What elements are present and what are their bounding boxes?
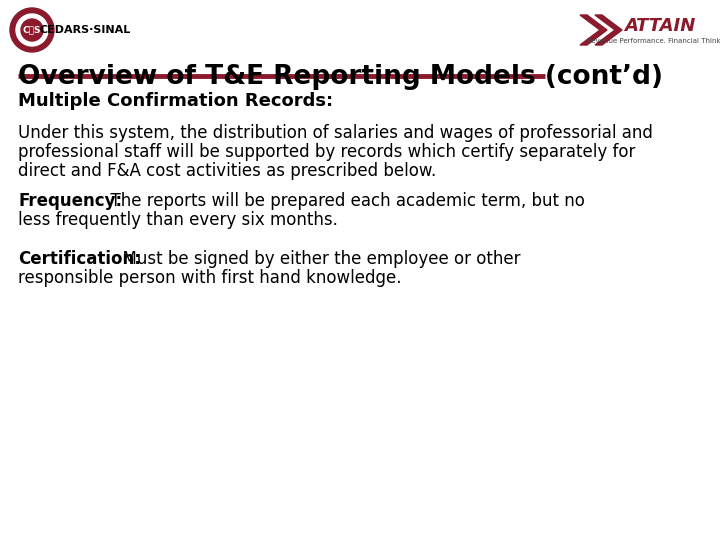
Circle shape — [21, 19, 43, 41]
Text: Revenue Performance. Financial Thinking.: Revenue Performance. Financial Thinking. — [587, 38, 720, 44]
Text: Must be signed by either the employee or other: Must be signed by either the employee or… — [112, 250, 521, 268]
Text: CEDARS·SINAL: CEDARS·SINAL — [40, 25, 130, 35]
Text: professional staff will be supported by records which certify separately for: professional staff will be supported by … — [18, 143, 635, 161]
Circle shape — [16, 14, 48, 46]
Polygon shape — [580, 15, 607, 45]
Text: less frequently than every six months.: less frequently than every six months. — [18, 211, 338, 229]
Polygon shape — [595, 15, 622, 45]
Text: ATTAIN: ATTAIN — [624, 17, 696, 35]
Text: direct and F&A cost activities as prescribed below.: direct and F&A cost activities as prescr… — [18, 162, 436, 180]
Circle shape — [10, 8, 54, 52]
Text: Overview of T&E Reporting Models (cont’d): Overview of T&E Reporting Models (cont’d… — [18, 64, 663, 90]
Text: Under this system, the distribution of salaries and wages of professorial and: Under this system, the distribution of s… — [18, 124, 653, 142]
Text: responsible person with first hand knowledge.: responsible person with first hand knowl… — [18, 269, 402, 287]
Text: Multiple Confirmation Records:: Multiple Confirmation Records: — [18, 92, 333, 110]
Text: The reports will be prepared each academic term, but no: The reports will be prepared each academ… — [100, 192, 585, 210]
Text: Frequency:: Frequency: — [18, 192, 122, 210]
Text: CⓈS: CⓈS — [23, 25, 41, 35]
Text: Certification:: Certification: — [18, 250, 141, 268]
